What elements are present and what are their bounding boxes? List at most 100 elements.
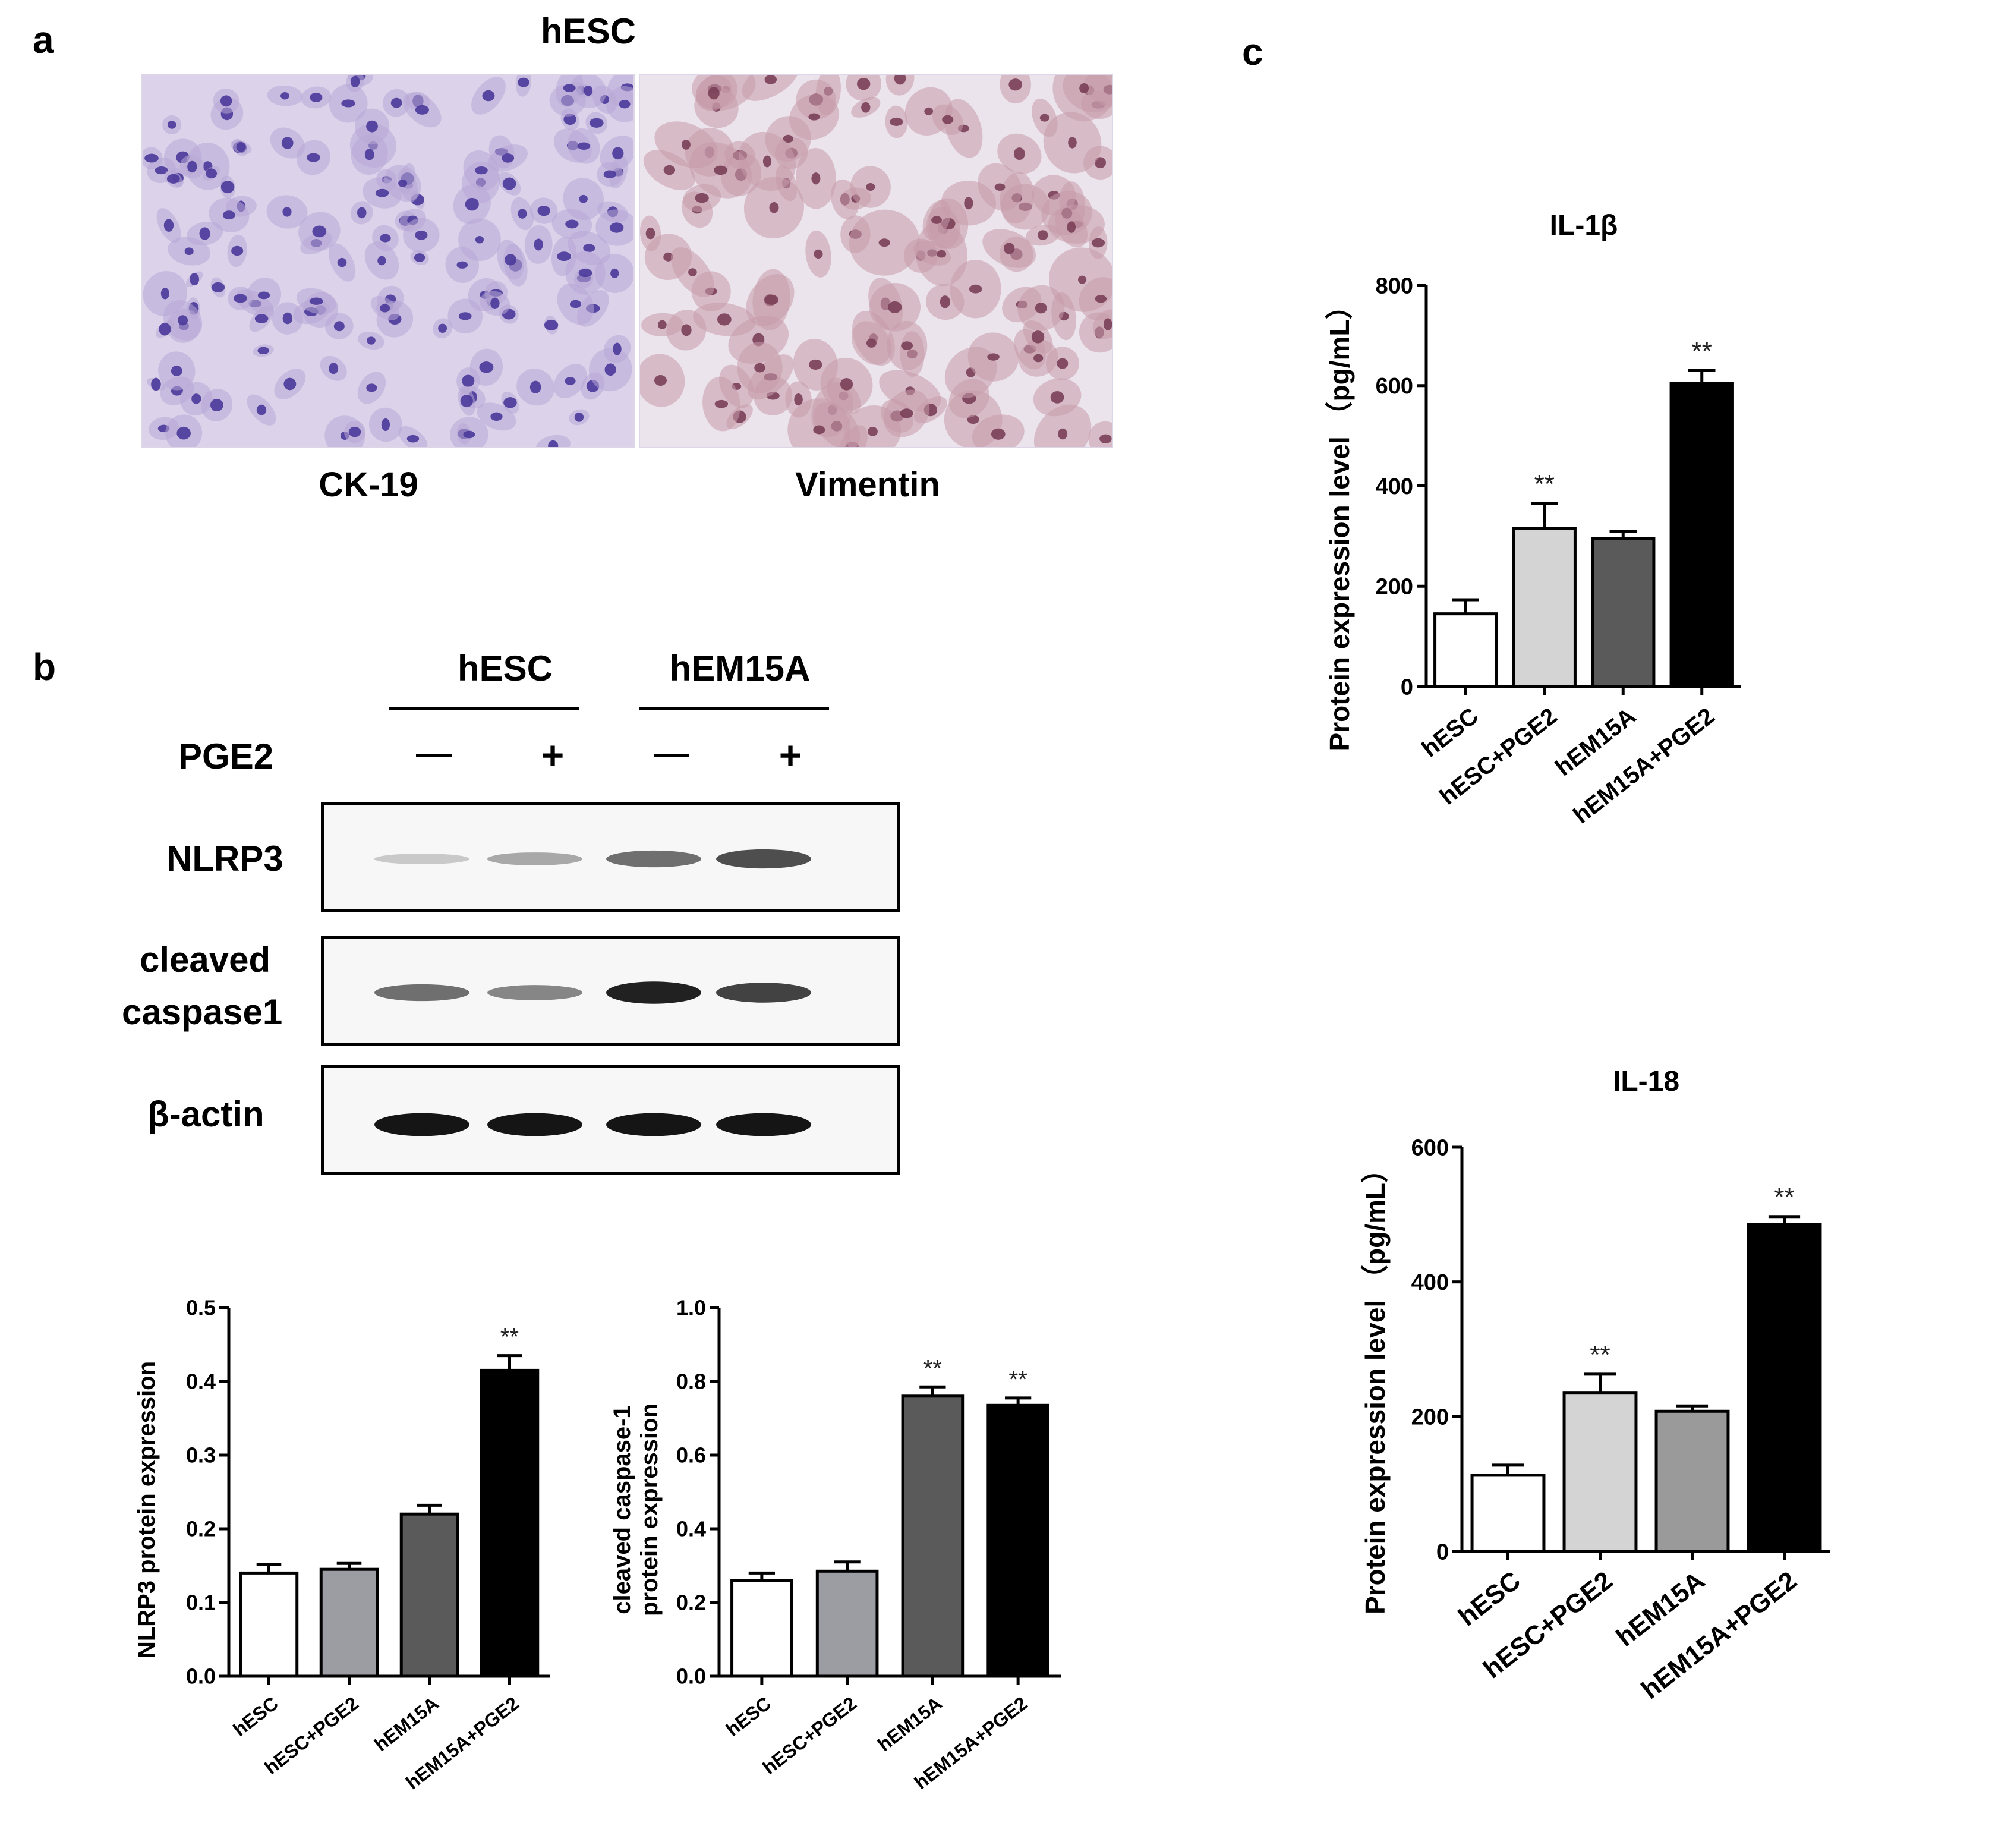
x-tick-label: hESC bbox=[229, 1692, 282, 1740]
bar-hem15a bbox=[399, 1512, 459, 1678]
stain-label-vimentin: Vimentin bbox=[795, 465, 940, 504]
cell-nucleus bbox=[350, 75, 360, 87]
y-tick-label: 800 bbox=[1376, 273, 1413, 298]
cell-nucleus bbox=[191, 393, 201, 404]
blot-group-hem15a: hEM15A bbox=[669, 648, 811, 688]
y-tick-label: 1.0 bbox=[676, 1296, 706, 1320]
cell-nucleus bbox=[357, 207, 367, 219]
cell-nucleus bbox=[1057, 358, 1069, 369]
blot-band bbox=[487, 1113, 582, 1136]
x-tick-label: hESC bbox=[722, 1692, 775, 1740]
cell-nucleus bbox=[1058, 428, 1068, 440]
y-tick-label: 0 bbox=[1436, 1540, 1449, 1564]
cell-nucleus bbox=[184, 247, 194, 256]
cell-nucleus bbox=[613, 342, 622, 355]
cell-nucleus bbox=[415, 105, 429, 115]
cell-nucleus bbox=[578, 269, 592, 278]
y-tick-label: 0.4 bbox=[186, 1370, 216, 1394]
cell-nucleus bbox=[569, 300, 582, 308]
blot-strip-nlrp3 bbox=[321, 802, 900, 912]
cell-nucleus bbox=[1039, 114, 1050, 122]
y-tick-label: 0.2 bbox=[186, 1517, 216, 1541]
group-underline-hesc bbox=[389, 707, 579, 710]
y-axis-label: Protein expression level （pg/mL） bbox=[1324, 292, 1355, 751]
panel-label-a: a bbox=[33, 18, 54, 61]
blot-band bbox=[374, 1113, 469, 1136]
cell-nucleus bbox=[310, 92, 323, 102]
cell-nucleus bbox=[518, 209, 527, 219]
y-tick-label: 200 bbox=[1411, 1405, 1449, 1430]
chart-il-18: IL-18 0 200 400 600 Protein expression level … bbox=[1360, 1066, 1830, 1705]
cell-nucleus bbox=[171, 365, 182, 377]
bar-hesc-pge2 bbox=[1512, 527, 1577, 688]
x-tick-label: hEM15A+PGE2 bbox=[1568, 703, 1719, 829]
cell-nucleus bbox=[645, 227, 655, 240]
cell-nucleus bbox=[348, 426, 361, 437]
cell-nucleus bbox=[681, 324, 692, 336]
cell-nucleus bbox=[1079, 83, 1089, 94]
cell-nucleus bbox=[565, 377, 576, 385]
cell-nucleus bbox=[233, 294, 247, 303]
lane-sign-1: — bbox=[416, 733, 452, 773]
cell-nucleus bbox=[463, 430, 475, 439]
cell-nucleus bbox=[367, 336, 376, 345]
cell-nucleus bbox=[577, 142, 591, 150]
cell-nucleus bbox=[603, 170, 616, 178]
cell-nucleus bbox=[337, 257, 347, 267]
cell-nucleus bbox=[281, 137, 294, 149]
cell-nucleus bbox=[306, 153, 320, 162]
cell-nucleus bbox=[991, 428, 1006, 440]
cell-nucleus bbox=[380, 234, 391, 243]
blot-band bbox=[606, 1113, 701, 1136]
cell-nucleus bbox=[210, 398, 223, 412]
chart-nlrp3: 0.0 0.1 0.2 0.3 0.4 0.5 NLRP3 protein expressi… bbox=[134, 1296, 550, 1793]
cell-nucleus bbox=[309, 297, 323, 305]
group-underline-hem15a bbox=[639, 707, 829, 710]
y-tick-label: 600 bbox=[1411, 1135, 1449, 1160]
y-axis-label: Protein expression level （pg/mL） bbox=[1360, 1156, 1391, 1614]
blot-strip-beta-actin bbox=[321, 1065, 900, 1175]
cell-nucleus bbox=[501, 153, 515, 163]
cell-nucleus bbox=[658, 320, 667, 329]
cell-nucleus bbox=[364, 149, 374, 160]
cell-nucleus bbox=[190, 273, 200, 286]
cell-nucleus bbox=[894, 75, 906, 85]
cell-nucleus bbox=[458, 312, 472, 320]
significance-marker: ** bbox=[1774, 1183, 1794, 1212]
cell-nucleus bbox=[1014, 147, 1025, 160]
cell-nucleus bbox=[398, 179, 408, 187]
cell-nucleus bbox=[994, 183, 1006, 191]
cell-nucleus bbox=[942, 115, 954, 124]
cell-nucleus bbox=[584, 85, 593, 96]
y-tick-label: 400 bbox=[1411, 1270, 1449, 1295]
blot-band bbox=[606, 981, 701, 1004]
cell-nucleus bbox=[663, 252, 673, 262]
bar-hem15a-pge2 bbox=[1747, 1223, 1822, 1553]
panel-a-title: hESC bbox=[540, 11, 636, 51]
cell-nucleus bbox=[1038, 230, 1048, 240]
cell-nucleus bbox=[794, 393, 803, 406]
cell-nucleus bbox=[537, 205, 550, 216]
significance-marker: ** bbox=[1009, 1367, 1027, 1393]
y-axis-label: NLRP3 protein expression bbox=[134, 1361, 160, 1658]
cell-nucleus bbox=[166, 174, 180, 184]
bar-hem15a-pge2 bbox=[1669, 382, 1734, 688]
cell-nucleus bbox=[681, 140, 691, 150]
cell-nucleus bbox=[888, 301, 902, 313]
cell-nucleus bbox=[280, 92, 290, 100]
y-axis-label: protein expression bbox=[636, 1403, 663, 1616]
cell-nucleus bbox=[987, 353, 1000, 361]
cell-nucleus bbox=[813, 425, 825, 435]
x-tick-label: hEM15A+PGE2 bbox=[1636, 1566, 1802, 1705]
cell-nucleus bbox=[754, 363, 765, 373]
cell-nucleus bbox=[1091, 238, 1105, 248]
cell-nucleus bbox=[557, 251, 571, 262]
cell-nucleus bbox=[1033, 354, 1044, 363]
blot-band bbox=[606, 850, 701, 868]
cell-nucleus bbox=[809, 359, 822, 370]
lane-sign-2: + bbox=[541, 733, 565, 777]
bar-hem15a-pge2 bbox=[986, 1403, 1049, 1678]
blot-row-label-caspase-line2: caspase1 bbox=[122, 992, 283, 1032]
cell-nucleus bbox=[438, 323, 447, 333]
cell-nucleus bbox=[924, 107, 934, 115]
